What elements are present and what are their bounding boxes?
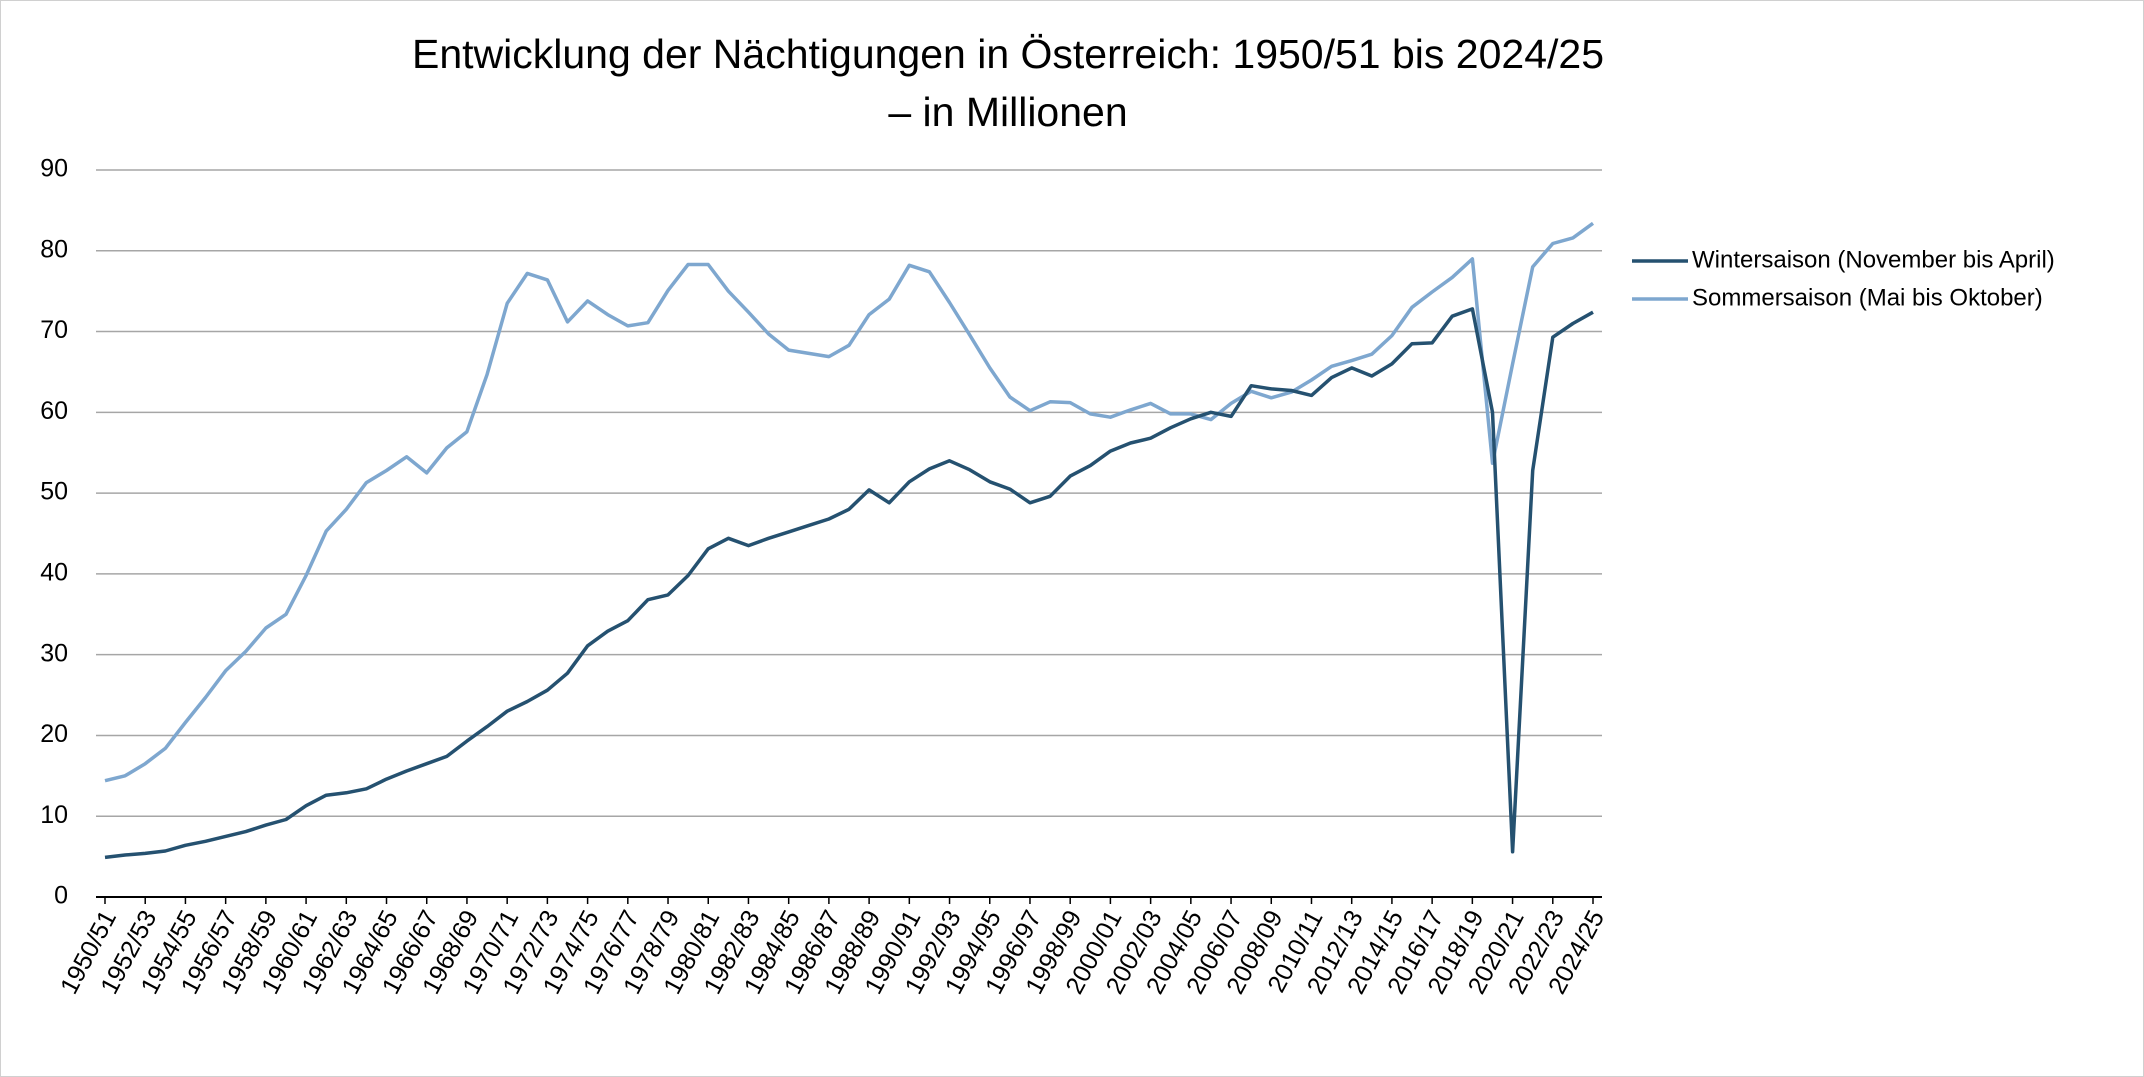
y-tick-label: 60 [40, 397, 68, 425]
y-tick-label: 40 [40, 558, 68, 586]
y-tick-label: 30 [40, 639, 68, 667]
chart-title: – in Millionen [888, 89, 1127, 135]
y-tick-label: 10 [40, 801, 68, 829]
chart-title: Entwicklung der Nächtigungen in Österrei… [412, 31, 1604, 77]
legend-label: Sommersaison (Mai bis Oktober) [1692, 284, 2043, 311]
y-tick-label: 70 [40, 316, 68, 344]
legend-label: Wintersaison (November bis April) [1692, 246, 2055, 273]
y-tick-label: 0 [54, 882, 68, 910]
series-line [104, 221, 1595, 783]
y-tick-label: 90 [40, 155, 68, 183]
y-tick-label: 50 [40, 478, 68, 506]
y-tick-label: 20 [40, 720, 68, 748]
series-line [104, 307, 1594, 860]
y-tick-label: 80 [40, 235, 68, 263]
